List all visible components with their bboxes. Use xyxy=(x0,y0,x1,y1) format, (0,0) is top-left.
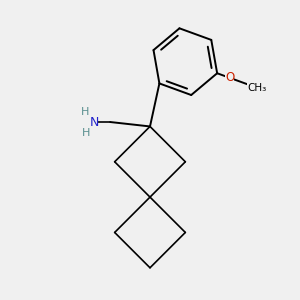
Text: H: H xyxy=(82,128,90,138)
Text: H: H xyxy=(80,107,89,117)
Text: N: N xyxy=(89,116,99,128)
Text: O: O xyxy=(225,71,234,84)
Text: CH₃: CH₃ xyxy=(248,83,267,93)
